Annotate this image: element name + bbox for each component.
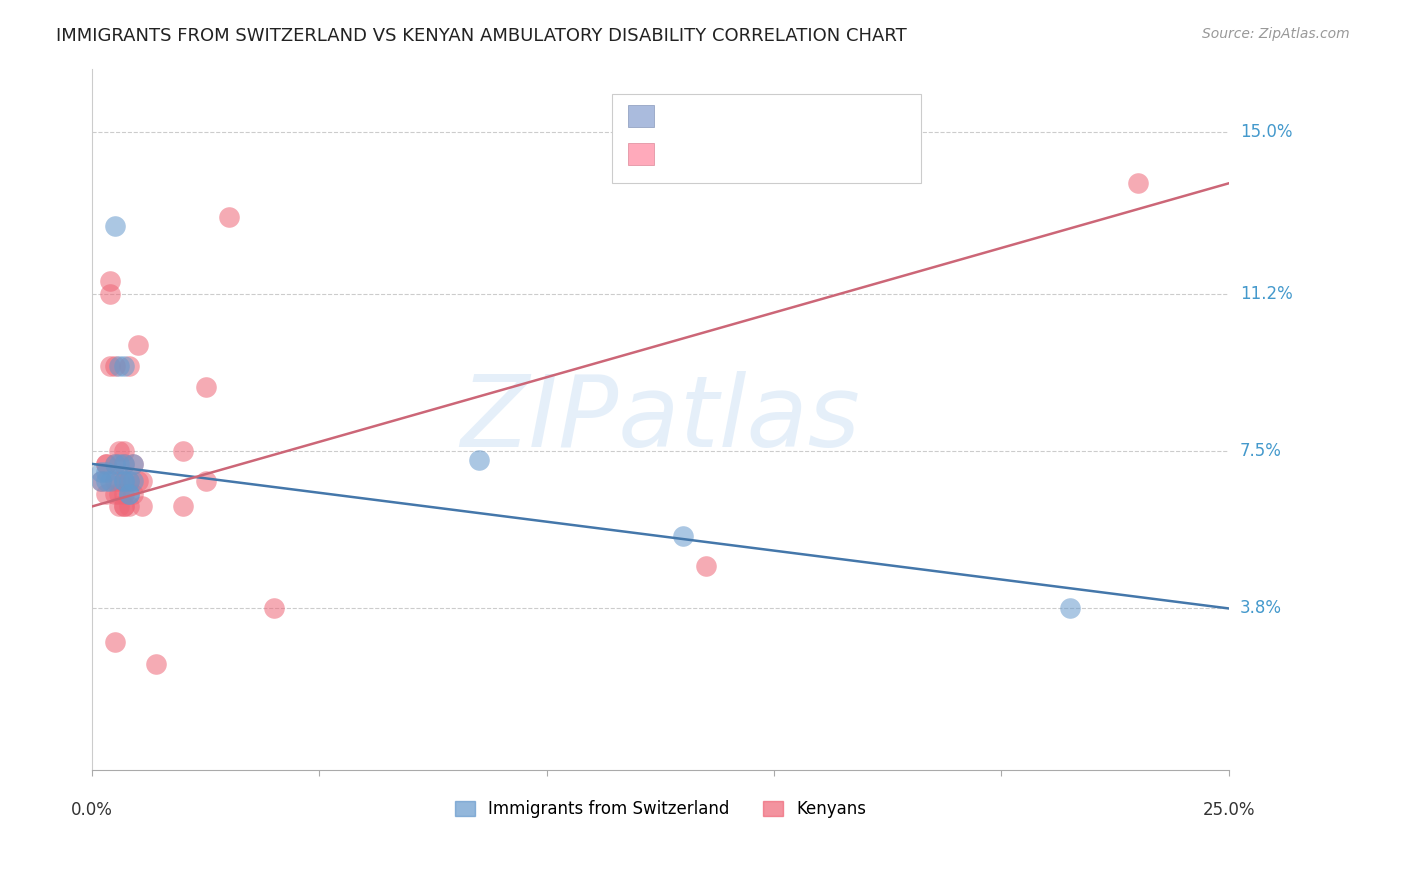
Point [194,380,217,394]
Point [127,338,149,352]
Point [104,457,127,471]
Legend: Immigrants from Switzerland, Kenyans: Immigrants from Switzerland, Kenyans [449,794,873,825]
Point [122,457,145,471]
Point [90,466,112,480]
Text: 15.0%: 15.0% [1240,123,1292,141]
Text: ZIPatlas: ZIPatlas [461,371,860,467]
Point [104,219,127,233]
Text: N =: N = [769,107,806,125]
Point [112,500,135,514]
Point [112,474,135,488]
Point [122,474,145,488]
Point [112,500,135,514]
Text: Source: ZipAtlas.com: Source: ZipAtlas.com [1202,27,1350,41]
Text: R =: R = [665,145,702,163]
Point [122,457,145,471]
Text: 11.2%: 11.2% [1240,285,1292,303]
Point [104,359,127,373]
Point [98,274,121,288]
Point [104,457,127,471]
Point [131,474,153,488]
Point [94,466,117,480]
Point [94,457,117,471]
Point [117,500,139,514]
Point [90,474,112,488]
Text: 0.464: 0.464 [699,145,763,163]
Point [117,486,139,500]
Point [108,444,131,458]
Point [94,474,117,488]
Point [98,474,121,488]
Text: IMMIGRANTS FROM SWITZERLAND VS KENYAN AMBULATORY DISABILITY CORRELATION CHART: IMMIGRANTS FROM SWITZERLAND VS KENYAN AM… [56,27,907,45]
Point [117,359,139,373]
Point [108,486,131,500]
Point [467,452,489,467]
Point [112,474,135,488]
Text: 40: 40 [806,145,828,163]
Point [1059,601,1081,615]
Point [108,359,131,373]
Point [131,500,153,514]
Point [263,601,285,615]
Point [117,474,139,488]
Point [112,359,135,373]
Point [108,500,131,514]
Point [218,211,240,225]
Point [194,474,217,488]
Point [112,474,135,488]
Point [145,657,167,671]
Point [108,457,131,471]
Text: 3.8%: 3.8% [1240,599,1282,617]
Point [112,486,135,500]
Point [117,486,139,500]
Text: R =: R = [665,107,702,125]
Point [90,474,112,488]
Point [104,486,127,500]
Text: 0.0%: 0.0% [72,800,112,819]
Point [98,359,121,373]
Point [172,444,194,458]
Text: 7.5%: 7.5% [1240,442,1282,460]
Text: 25.0%: 25.0% [1202,800,1256,819]
Point [104,635,127,649]
Text: -0.255: -0.255 [699,107,758,125]
Point [94,486,117,500]
Point [94,457,117,471]
Point [1126,177,1149,191]
Point [98,286,121,301]
Point [108,474,131,488]
Point [112,457,135,471]
Point [672,529,695,543]
Point [127,474,149,488]
Text: 21: 21 [806,107,828,125]
Point [112,457,135,471]
Point [117,474,139,488]
Point [122,486,145,500]
Point [172,500,194,514]
Point [104,474,127,488]
Point [695,558,717,573]
Text: N =: N = [769,145,806,163]
Point [112,444,135,458]
